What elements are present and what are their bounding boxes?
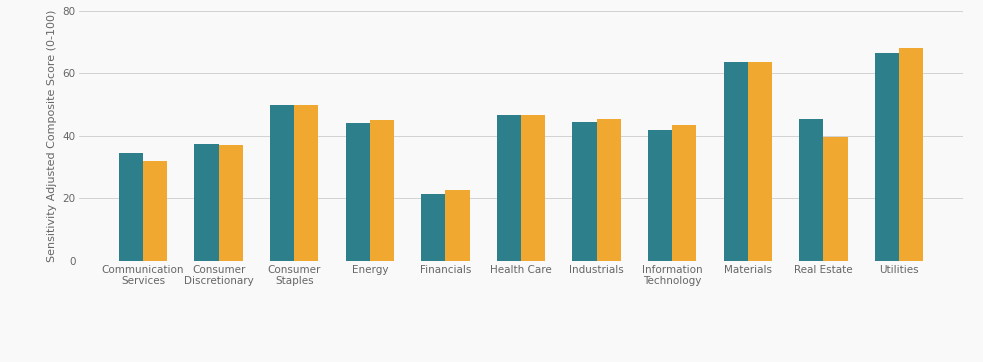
Bar — [218, 145, 243, 261]
Bar — [346, 123, 370, 261]
Bar — [119, 153, 144, 261]
Bar — [496, 115, 521, 261]
Bar — [421, 194, 445, 261]
Y-axis label: Sensitivity Adjusted Composite Score (0-100): Sensitivity Adjusted Composite Score (0-… — [47, 9, 57, 262]
Bar — [521, 115, 546, 261]
Bar — [270, 105, 294, 261]
Bar — [898, 49, 923, 261]
Bar — [672, 125, 696, 261]
Bar — [195, 144, 218, 261]
Bar — [648, 130, 672, 261]
Bar — [748, 62, 772, 261]
Bar — [445, 190, 470, 261]
Bar — [144, 161, 167, 261]
Bar — [370, 120, 394, 261]
Bar — [875, 53, 898, 261]
Bar — [799, 119, 824, 261]
Bar — [294, 105, 318, 261]
Bar — [824, 137, 847, 261]
Bar — [597, 119, 621, 261]
Bar — [572, 122, 597, 261]
Bar — [723, 62, 748, 261]
